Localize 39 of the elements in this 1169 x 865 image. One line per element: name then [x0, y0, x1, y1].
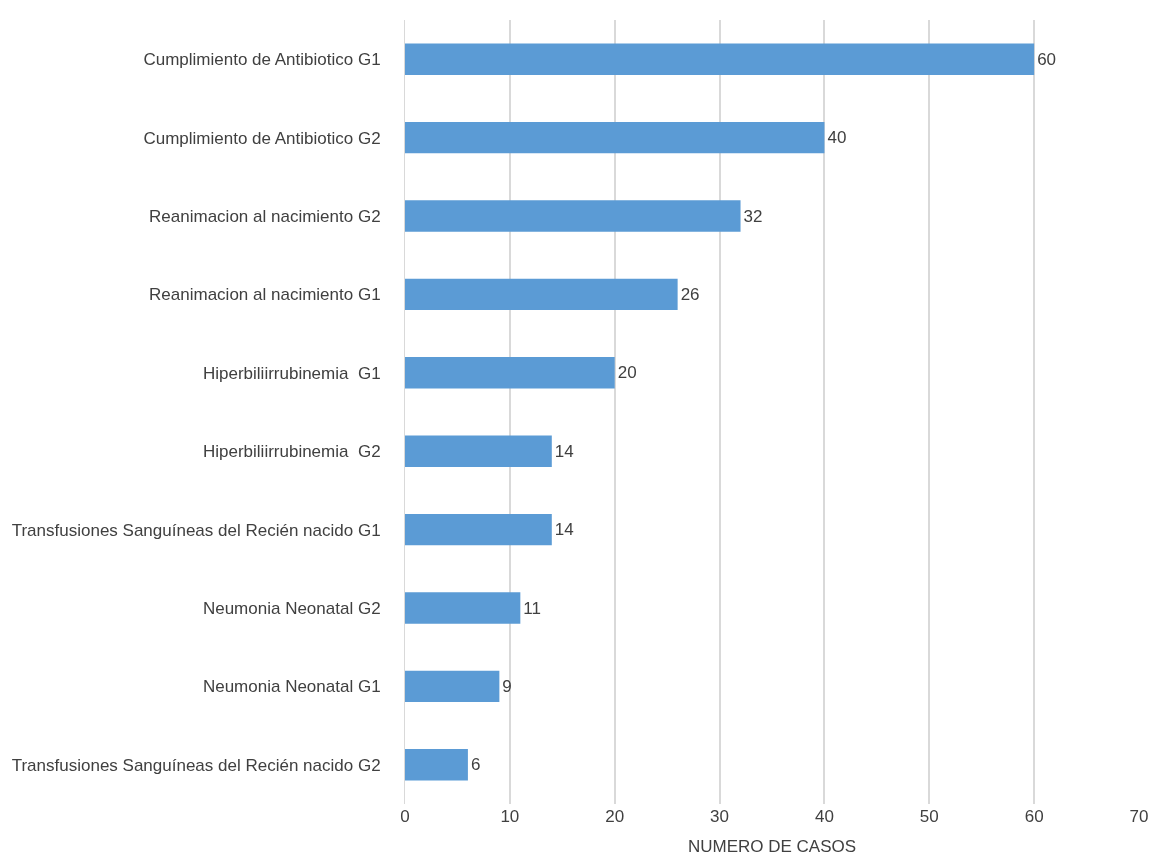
- data-label: 9: [502, 676, 512, 696]
- data-label: 14: [554, 441, 574, 461]
- bar: [405, 513, 552, 546]
- y-tick-label: Reanimacion al nacimiento G2: [149, 206, 381, 226]
- data-label: 14: [554, 520, 574, 540]
- x-tick-label: 0: [400, 807, 410, 826]
- y-tick-label: Cumplimiento de Antibiotico G1: [143, 50, 381, 70]
- x-axis-title: NUMERO DE CASOS: [687, 837, 857, 857]
- y-tick-label: Transfusiones Sanguíneas del Recién nacido G2: [11, 755, 381, 775]
- bar: [405, 121, 825, 154]
- data-label: 6: [470, 755, 481, 775]
- x-tick-label: 30: [710, 807, 730, 826]
- y-tick-label: Hiperbiliirrubinemia G2: [202, 442, 381, 462]
- bar: [405, 749, 468, 781]
- y-tick-label: Transfusiones Sanguíneas del Recién nacido G1: [11, 520, 381, 540]
- x-tick-label: 70: [1129, 807, 1149, 826]
- x-tick-label: 50: [919, 807, 939, 826]
- bar: [405, 43, 1035, 75]
- bar: [405, 278, 678, 311]
- data-label: 11: [523, 598, 541, 618]
- data-label: 60: [1037, 49, 1057, 69]
- data-label: 40: [827, 128, 847, 148]
- y-tick-label: Neumonia Neonatal G1: [202, 677, 381, 697]
- bar: [405, 592, 521, 624]
- bar: [405, 670, 500, 703]
- data-label: 20: [617, 363, 637, 383]
- y-tick-label: Cumplimiento de Antibiotico G2: [143, 128, 381, 148]
- data-label: 32: [743, 206, 763, 226]
- bar: [405, 200, 741, 232]
- x-tick-label: 10: [500, 807, 520, 826]
- data-label: 26: [680, 284, 700, 304]
- x-tick-label: 20: [605, 807, 625, 826]
- y-tick-label: Reanimacion al nacimiento G1: [149, 285, 381, 305]
- y-tick-label: Neumonia Neonatal G2: [202, 598, 381, 618]
- y-tick-label: Hiperbiliirrubinemia G1: [202, 363, 381, 383]
- x-tick-label: 40: [814, 807, 834, 826]
- x-tick-label: 60: [1024, 807, 1044, 826]
- bar: [405, 435, 552, 467]
- bar: [405, 357, 615, 389]
